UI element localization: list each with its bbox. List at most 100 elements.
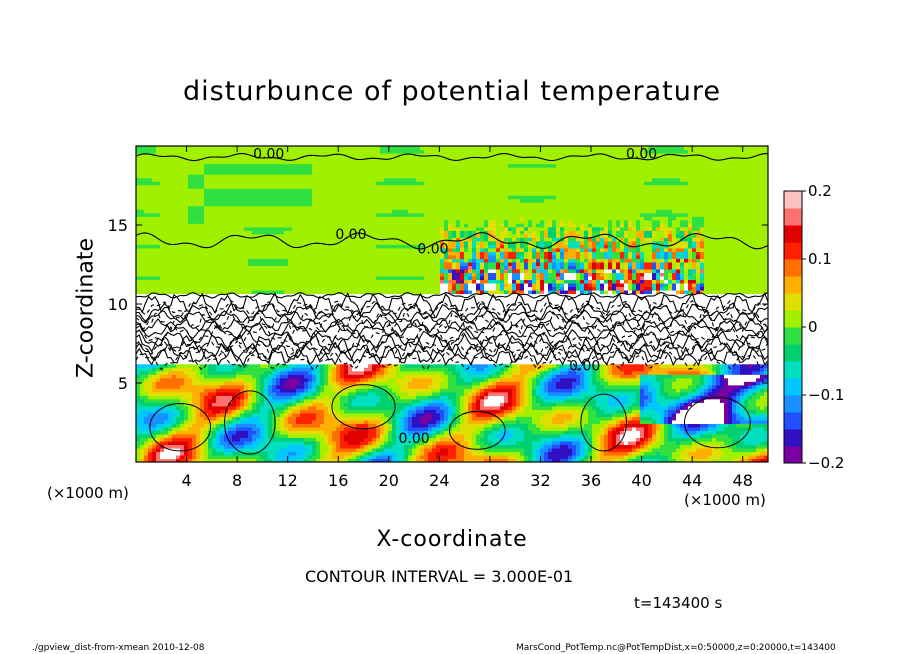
field-cell (336, 248, 341, 252)
field-cell (296, 272, 301, 276)
field-cell (172, 406, 177, 410)
field-cell (324, 374, 329, 378)
field-cell (340, 167, 345, 171)
field-cell (232, 262, 237, 266)
field-cell (136, 455, 141, 459)
field-cell (220, 167, 225, 171)
field-cell (348, 399, 353, 403)
field-cell (336, 451, 341, 455)
field-cell (212, 171, 217, 175)
field-cell (292, 223, 297, 227)
field-cell (212, 455, 217, 459)
field-cell (264, 223, 269, 227)
field-cell (192, 318, 197, 322)
field-cell (316, 416, 321, 420)
field-cell (252, 241, 257, 245)
field-cell (300, 230, 305, 234)
field-cell (316, 206, 321, 210)
field-cell (180, 167, 185, 171)
field-cell (304, 223, 309, 227)
field-cell (332, 157, 337, 161)
field-cell (152, 300, 157, 304)
field-cell (304, 437, 309, 441)
field-cell (300, 276, 305, 280)
field-cell (160, 150, 165, 154)
field-cell (292, 195, 297, 199)
field-cell (248, 220, 253, 224)
field-cell (176, 444, 181, 448)
field-cell (244, 392, 249, 396)
field-cell (260, 255, 265, 259)
field-cell (200, 220, 205, 224)
field-cell (144, 430, 149, 434)
field-cell (196, 265, 201, 269)
field-cell (272, 178, 277, 182)
field-cell (276, 195, 281, 199)
field-cell (344, 202, 349, 206)
field-cell (220, 220, 225, 224)
field-cell (352, 388, 357, 392)
field-cell (320, 174, 325, 178)
field-cell (328, 216, 333, 220)
field-cell (276, 402, 281, 406)
field-cell (264, 178, 269, 182)
field-cell (196, 385, 201, 389)
field-cell (188, 244, 193, 248)
field-cell (304, 423, 309, 427)
field-cell (280, 423, 285, 427)
field-cell (352, 286, 357, 290)
field-cell (160, 371, 165, 375)
field-cell (288, 223, 293, 227)
field-cell (148, 241, 153, 245)
field-cell (320, 220, 325, 224)
field-cell (280, 374, 285, 378)
field-cell (212, 290, 217, 294)
field-cell (180, 244, 185, 248)
field-cell (300, 283, 305, 287)
field-cell (224, 199, 229, 203)
field-cell (208, 402, 213, 406)
field-cell (196, 434, 201, 438)
field-cell (216, 248, 221, 252)
field-cell (156, 269, 161, 273)
field-cell (200, 434, 205, 438)
field-cell (136, 237, 141, 241)
field-cell (352, 416, 357, 420)
field-cell (200, 167, 205, 171)
field-cell (176, 206, 181, 210)
field-cell (324, 286, 329, 290)
field-cell (276, 227, 281, 231)
field-cell (164, 146, 169, 150)
field-cell (208, 441, 213, 445)
field-cell (176, 336, 181, 340)
field-cell (244, 171, 249, 175)
field-cell (304, 178, 309, 182)
field-cell (140, 297, 145, 301)
field-cell (136, 150, 141, 154)
field-cell (328, 258, 333, 262)
field-cell (284, 381, 289, 385)
field-cell (188, 416, 193, 420)
field-cell (284, 441, 289, 445)
field-cell (244, 430, 249, 434)
field-cell (292, 444, 297, 448)
field-cell (180, 360, 185, 364)
field-cell (192, 223, 197, 227)
field-cell (232, 195, 237, 199)
field-cell (324, 255, 329, 259)
field-cell (152, 381, 157, 385)
field-cell (288, 248, 293, 252)
field-cell (304, 167, 309, 171)
field-cell (172, 367, 177, 371)
field-cell (308, 160, 313, 164)
field-cell (196, 423, 201, 427)
field-cell (276, 441, 281, 445)
field-cell (284, 216, 289, 220)
field-cell (148, 251, 153, 255)
field-cell (212, 262, 217, 266)
field-cell (176, 262, 181, 266)
field-cell (168, 420, 173, 424)
field-cell (168, 430, 173, 434)
field-cell (136, 416, 141, 420)
field-cell (284, 248, 289, 252)
